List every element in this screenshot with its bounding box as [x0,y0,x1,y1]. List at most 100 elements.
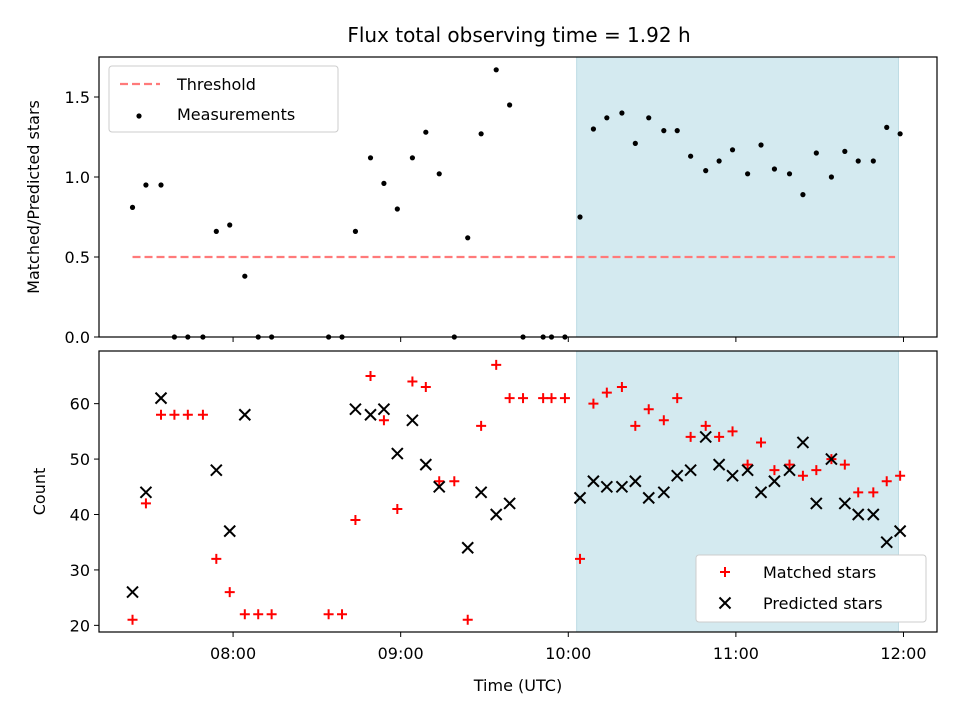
legend-box [108,65,339,133]
predicted-stars-point [490,508,503,521]
predicted-stars-point [223,524,236,538]
matched-stars-point [253,609,264,620]
matched-stars-point [476,420,487,431]
matched-stars-point [685,431,696,442]
predicted-stars-point [419,458,433,471]
matched-stars-point [127,614,138,625]
measurement-point [716,158,722,164]
measurement-point [143,182,149,188]
measurement-point [771,166,778,172]
measurement-point [436,171,442,177]
measurement-point [352,228,359,234]
y-tick-label: 0.5 [65,248,90,267]
matched-stars-point [700,420,711,431]
matched-stars-point [350,515,361,526]
matched-stars-point [182,409,193,420]
legend: Matched stars Predicted stars [695,554,927,623]
matched-stars-point [224,587,235,598]
predicted-stars-point [768,475,781,488]
matched-stars-point [839,459,850,470]
matched-stars-point [518,393,529,404]
measurement-point [619,110,625,116]
matched-stars-point [784,459,795,470]
matched-stars-point [630,420,641,431]
measurement-point [800,192,806,198]
matched-stars-point [895,470,906,481]
predicted-stars-point [726,469,739,482]
legend-matched-label: Matched stars [763,563,876,582]
measurement-point [729,147,736,153]
measurement-point [129,204,136,210]
measurement-point [381,180,387,186]
measurement-point [227,222,233,228]
matched-stars-point [559,393,570,404]
matched-stars-point [504,393,515,404]
legend-predicted-label: Predicted stars [763,594,883,613]
matched-stars-point [392,503,403,514]
legend-measurements-label: Measurements [177,105,295,124]
predicted-stars-point [880,536,893,549]
predicted-stars-point [810,497,823,510]
measurement-point [870,158,876,164]
measurement-point [465,235,471,241]
predicted-stars-point [684,463,697,477]
x-axis-label: Time (UTC) [473,676,562,695]
measurement-point [703,168,709,174]
predicted-stars-point [754,486,768,499]
predicted-stars-point [238,408,252,421]
predicted-stars-point [210,463,223,477]
x-tick-label: 11:00 [713,644,759,663]
measurement-point [786,171,793,177]
measurement-point [745,171,751,177]
measurement-point [590,126,597,132]
predicted-stars-point [852,508,865,521]
matched-stars-point [546,393,557,404]
measurement-point [394,206,400,212]
predicted-stars-point [657,486,671,499]
matched-stars-point [407,376,418,387]
matched-stars-point [365,370,376,381]
matched-stars-point [616,382,627,393]
matched-stars-point [197,409,208,420]
measurement-point [478,131,484,137]
predicted-stars-point [126,585,139,599]
series-matched-stars [127,359,906,625]
measurement-point [367,155,374,161]
matched-stars-point [727,426,738,437]
matched-stars-point [211,553,222,564]
matched-stars-point [538,393,549,404]
y-axis-label: Matched/Predicted stars [24,100,43,294]
matched-stars-point [643,404,654,415]
predicted-stars-point [867,508,880,521]
measurement-point [493,67,499,73]
matched-stars-point [169,409,180,420]
plot-frame [98,56,938,338]
matched-stars-point [881,476,892,487]
legend-threshold-label: Threshold [176,75,256,94]
y-tick-label: 60 [70,395,90,414]
measurement-point [213,228,219,234]
predicted-stars-point [139,486,153,499]
series-predicted-stars [126,391,907,599]
matched-stars-point [140,498,151,509]
matched-stars-point [575,553,586,564]
matched-stars-point [588,398,599,409]
matched-stars-point [672,393,683,404]
measurement-point [855,158,861,164]
legend: Threshold Measurements [108,65,339,133]
matched-stars-point [239,609,250,620]
predicted-stars-point [600,480,614,493]
predicted-stars-point [712,458,726,471]
x-tick-label: 12:00 [880,644,926,663]
predicted-stars-point [461,541,474,554]
measurement-point [897,131,903,137]
matched-stars-point [742,459,753,470]
measurement-point [507,102,513,108]
matched-stars-point [868,487,879,498]
predicted-stars-point [587,475,600,488]
predicted-stars-point [825,452,838,466]
matched-stars-point [323,609,334,620]
measurement-point [632,140,638,146]
matched-stars-point [434,476,445,487]
